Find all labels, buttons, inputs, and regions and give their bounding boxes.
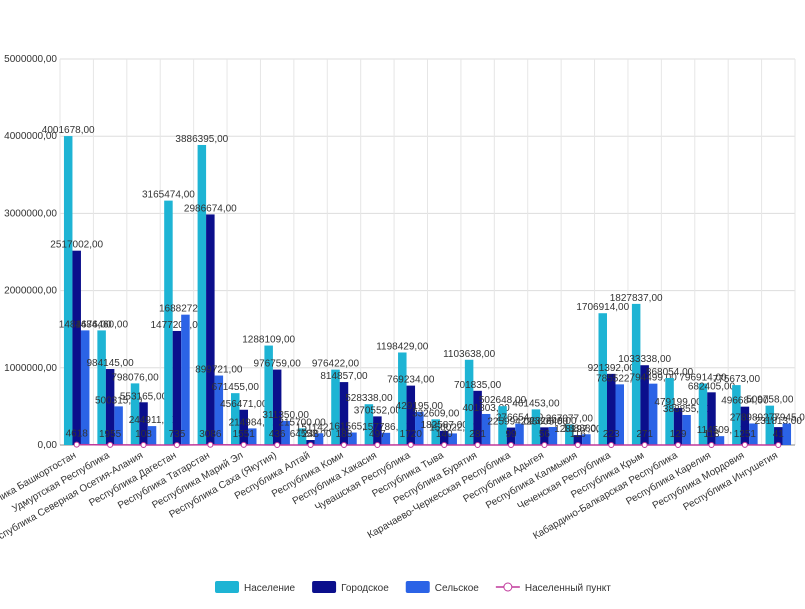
data-label: 1198429,00 [376,341,429,352]
bar [97,330,106,445]
data-label: 798076,00 [111,372,159,383]
data-label: 528338,00 [345,393,393,404]
line-point [642,442,647,447]
line-point [108,442,113,447]
line-point [174,442,179,447]
data-label: 814857,00 [320,371,368,382]
y-tick-label: 2000000,00 [4,286,57,297]
data-label: 223 [603,429,620,440]
line-point [709,442,714,447]
bar [72,251,81,445]
legend-swatch [215,581,239,593]
data-label: 140 [436,429,453,440]
line-point [609,442,614,447]
data-label: 3886395,00 [175,134,228,145]
data-label: 41 [773,429,785,440]
y-tick-label: 1000000,00 [4,363,57,374]
data-label: 976759,00 [254,359,302,370]
legend-swatch [312,581,336,593]
y-tick-label: 0,00 [38,440,58,451]
legend-swatch [504,583,512,591]
data-label: 116 [570,429,586,440]
data-label: 1720 [400,429,423,440]
data-label: 248 [302,429,319,440]
data-label: 129 [670,429,687,440]
line-point [776,442,781,447]
y-tick-label: 3000000,00 [4,208,57,219]
data-label: 497 [369,429,386,440]
data-label: 108 [135,429,152,440]
bar [198,145,207,445]
legend-item[interactable]: Городское [312,581,389,594]
data-label: 456471,00 [220,399,268,410]
line-point [208,442,213,447]
data-label: 3086 [199,429,222,440]
data-label: 984145,00 [86,358,134,369]
data-label: 271 [636,429,653,440]
data-label: 4618 [66,429,89,440]
bar [64,136,73,445]
bar [181,315,190,445]
line-point [676,442,681,447]
data-label: 1955 [99,429,122,440]
data-label: 461453,00 [512,398,560,409]
data-label: 2986674,00 [184,203,237,214]
line-point [74,442,79,447]
bar [206,214,215,445]
legend-label: Население [244,583,296,594]
data-label: 769234,00 [387,375,435,386]
data-label: 118 [704,429,720,440]
data-label: 56 [539,429,551,440]
line-point [408,442,413,447]
data-label: 188 [336,429,353,440]
data-label: 1033338,00 [618,354,671,365]
data-label: 1827837,00 [610,293,663,304]
data-label: 436 [269,429,286,440]
data-label: 2517002,00 [50,240,103,251]
line-point [241,442,246,447]
legend-swatch [406,581,430,593]
data-label: 370552,00 [354,405,402,416]
data-label: 332609,00 [412,408,460,419]
data-label: 509758,00 [746,395,794,406]
legend-item[interactable]: Сельское [406,581,480,594]
line-point [575,442,580,447]
data-label: 735 [169,429,186,440]
legend-item[interactable]: Население [215,581,296,594]
y-tick-label: 5000000,00 [4,54,57,65]
data-label: 976422,00 [312,359,360,370]
line-point [141,442,146,447]
line-point [308,442,313,447]
data-label: 1551 [233,429,256,440]
data-label: 1477202,00 [151,320,204,331]
line-point [509,442,514,447]
data-label: 671455,00 [212,382,260,393]
data-label: 775673,00 [713,374,761,385]
line-point [375,442,380,447]
line-point [542,442,547,447]
line-point [442,442,447,447]
data-label: 99 [505,429,517,440]
data-label: 277945,00 [763,413,805,424]
legend-label: Сельское [435,583,480,594]
data-label: 281 [469,429,486,440]
line-point [475,442,480,447]
legend-label: Городское [341,583,389,594]
line-point [742,442,747,447]
data-label: 1484460,00 [75,319,128,330]
legend-item[interactable]: Населенный пункт [496,583,611,594]
data-label: 1288109,00 [242,335,295,346]
line-point [341,442,346,447]
data-label: 1103638,00 [443,349,496,360]
data-label: 3165474,00 [142,190,195,201]
data-label: 1251 [734,429,757,440]
bar [173,331,182,445]
data-label: 899721,00 [195,365,243,376]
data-label: 553165,00 [120,391,168,402]
data-label: 4001678,00 [42,125,95,136]
legend-label: Населенный пункт [525,583,611,594]
line-point [275,442,280,447]
data-label: 701835,00 [454,380,502,391]
